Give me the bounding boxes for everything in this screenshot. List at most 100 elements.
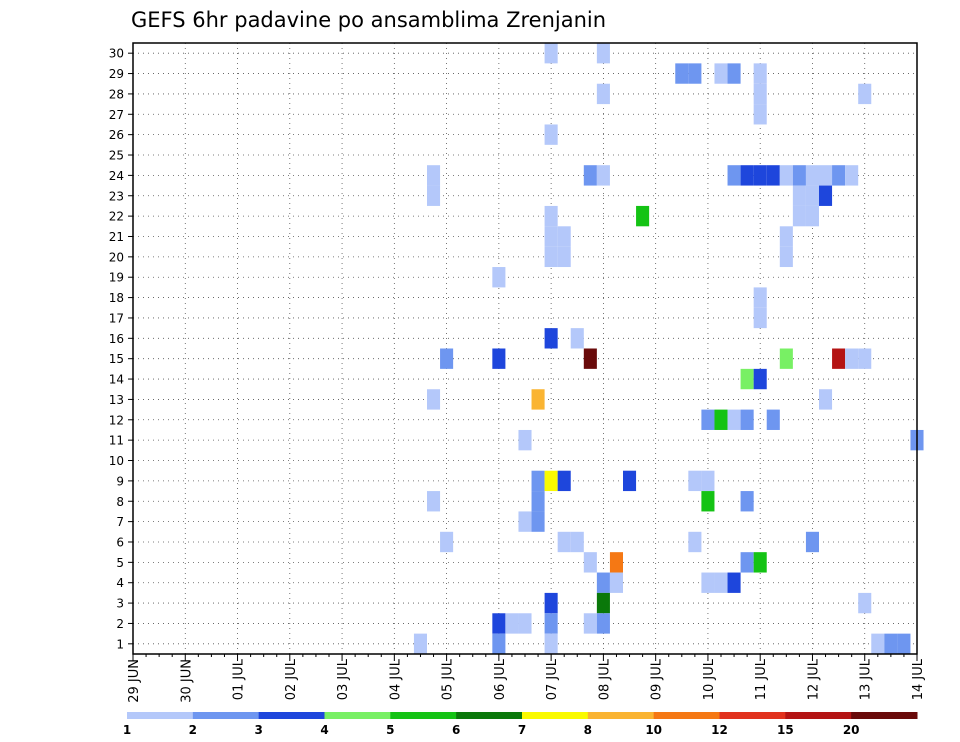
data-cell	[492, 267, 506, 288]
data-cell	[557, 246, 571, 268]
y-tick-label: 8	[116, 495, 124, 509]
data-cell	[427, 389, 441, 410]
y-tick-label: 6	[116, 535, 124, 549]
legend-label: 8	[584, 723, 592, 737]
chart-title: GEFS 6hr padavine po ansamblima Zrenjani…	[131, 8, 606, 32]
data-cell	[701, 491, 715, 512]
data-cell	[714, 63, 728, 84]
data-cell	[832, 165, 846, 186]
legend-swatch	[653, 712, 720, 719]
x-tick-label: 09 JUL	[650, 658, 665, 700]
y-tick-label: 30	[109, 47, 124, 61]
data-cell	[557, 226, 571, 247]
legend-label: 7	[518, 723, 526, 737]
data-cell	[518, 429, 532, 451]
data-cell	[727, 572, 741, 593]
legend-label: 12	[711, 723, 728, 737]
y-tick-label: 22	[109, 210, 124, 224]
data-cell	[858, 83, 872, 105]
plot-frame	[132, 42, 918, 655]
data-cell	[596, 572, 610, 593]
data-cell	[753, 287, 767, 308]
y-tick-label: 26	[109, 128, 124, 142]
data-cell	[688, 470, 702, 492]
data-cell	[871, 633, 885, 654]
legend-label: 10	[645, 723, 662, 737]
data-cell	[544, 633, 558, 654]
data-cell	[596, 165, 610, 186]
data-cell	[427, 185, 441, 206]
x-tick-label: 13 JUL	[859, 658, 874, 700]
x-tick-label: 14 JUL	[911, 658, 926, 700]
y-tick-label: 11	[109, 434, 124, 448]
data-cell	[819, 185, 833, 206]
data-cell	[440, 348, 454, 369]
legend-swatch	[851, 712, 918, 719]
x-tick-label: 07 JUL	[545, 658, 560, 700]
data-cell	[675, 63, 689, 84]
data-cell	[753, 307, 767, 329]
data-cell	[440, 531, 454, 553]
data-cell	[557, 470, 571, 492]
data-cell	[609, 552, 623, 573]
data-cell	[740, 368, 754, 390]
data-cell	[544, 124, 558, 145]
data-cell	[858, 348, 872, 369]
legend-swatch	[785, 712, 852, 719]
data-cell	[727, 409, 741, 430]
y-tick-label: 4	[116, 576, 124, 590]
y-tick-label: 24	[109, 169, 124, 183]
x-tick-label: 08 JUL	[597, 658, 612, 700]
data-cell	[753, 83, 767, 105]
data-cell	[518, 613, 532, 634]
data-cell	[727, 165, 741, 186]
data-cell	[531, 491, 545, 512]
data-cell	[531, 511, 545, 532]
y-tick-label: 13	[109, 393, 124, 407]
data-cell	[544, 246, 558, 268]
y-tick-label: 21	[109, 230, 124, 244]
data-cell	[531, 470, 545, 492]
legend-swatch	[192, 712, 260, 719]
y-tick-label: 23	[109, 189, 124, 203]
data-cell	[583, 165, 597, 186]
x-tick-label: 02 JUL	[284, 658, 299, 700]
legend-label: 15	[777, 723, 794, 737]
x-tick-label: 29 JUN	[127, 659, 142, 703]
y-tick-label: 18	[109, 291, 124, 305]
legend-label: 5	[386, 723, 394, 737]
data-cell	[492, 633, 506, 654]
legend-swatch	[587, 712, 655, 719]
x-tick-label: 12 JUL	[806, 658, 821, 700]
x-tick-label: 05 JUL	[441, 658, 456, 700]
y-tick-label: 29	[109, 67, 124, 81]
x-axis: 29 JUN 30 JUN 01 JUL 02 JUL 03 JUL 04 JUL 05 J…	[127, 654, 926, 703]
data-cell	[596, 43, 610, 64]
data-cell	[544, 226, 558, 247]
data-cell	[557, 531, 571, 553]
x-tick-label: 11 JUL	[754, 658, 769, 700]
data-cell	[805, 185, 819, 206]
y-tick-label: 17	[109, 311, 124, 325]
legend-label: 4	[320, 723, 328, 737]
data-cell	[792, 185, 806, 206]
data-cell	[740, 552, 754, 573]
data-cell	[805, 205, 819, 227]
y-tick-label: 15	[109, 352, 124, 366]
data-cell	[583, 613, 597, 634]
data-cell	[596, 613, 610, 634]
legend-swatch	[258, 712, 325, 719]
y-tick-label: 5	[116, 556, 124, 570]
data-cell	[701, 572, 715, 593]
y-tick-label: 2	[116, 617, 124, 631]
data-cell	[753, 552, 767, 573]
data-cell	[544, 205, 558, 227]
data-cell	[544, 328, 558, 349]
data-cell	[609, 572, 623, 593]
data-cell	[805, 531, 819, 553]
x-tick-label: 04 JUL	[388, 658, 403, 700]
data-cell	[753, 63, 767, 84]
grid	[132, 43, 918, 654]
y-tick-label: 14	[109, 373, 124, 387]
